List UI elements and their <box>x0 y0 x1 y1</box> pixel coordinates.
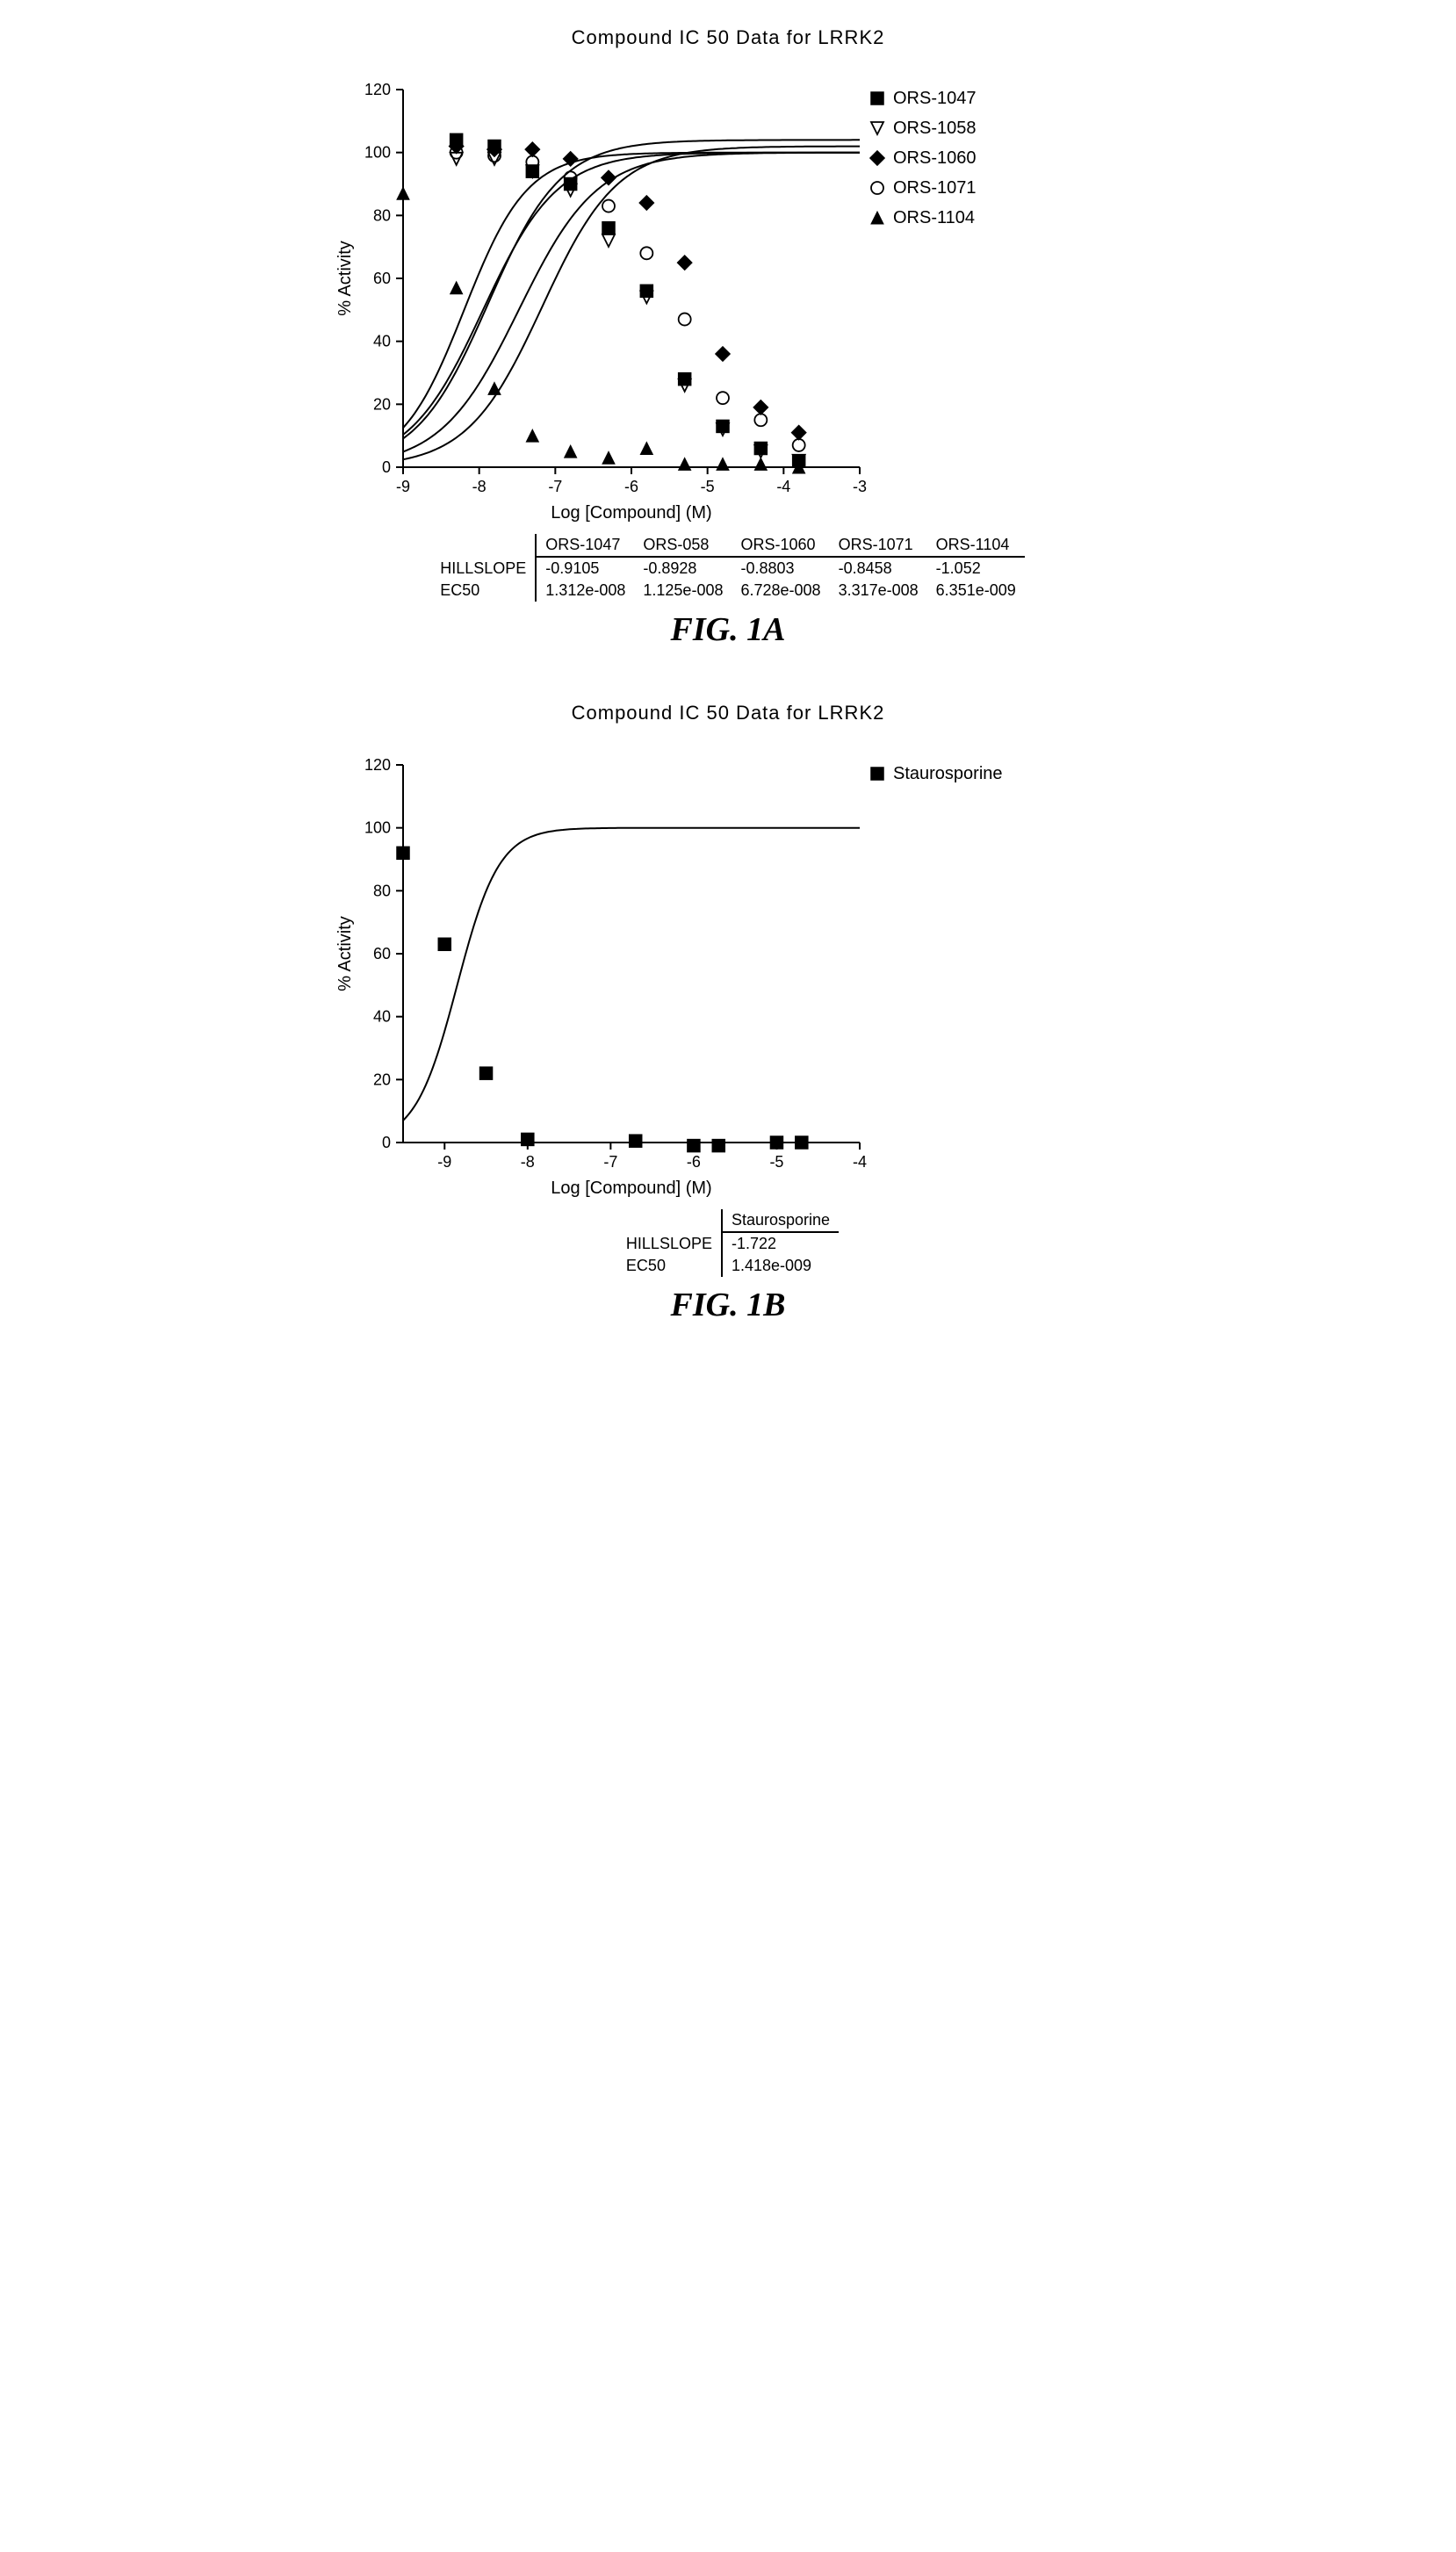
table-a: ORS-1047ORS-058ORS-1060ORS-1071ORS-1104 H… <box>431 534 1025 602</box>
table-col-header: ORS-1104 <box>927 534 1025 557</box>
svg-text:80: 80 <box>373 882 391 899</box>
svg-text:ORS-1071: ORS-1071 <box>893 178 977 198</box>
table-cell: 1.125e-008 <box>634 580 732 602</box>
svg-text:-4: -4 <box>853 1153 867 1171</box>
svg-text:-3: -3 <box>853 478 867 495</box>
table-b: StaurosporineHILLSLOPE-1.722EC501.418e-0… <box>617 1209 839 1277</box>
svg-text:40: 40 <box>373 1008 391 1026</box>
svg-text:-5: -5 <box>701 478 715 495</box>
svg-text:60: 60 <box>373 945 391 962</box>
table-col-header: ORS-1047 <box>536 534 634 557</box>
svg-text:80: 80 <box>373 206 391 224</box>
svg-text:-9: -9 <box>396 478 410 495</box>
svg-text:-8: -8 <box>472 478 487 495</box>
chart-a-title: Compound IC 50 Data for LRRK2 <box>315 26 1141 49</box>
svg-text:Log [Compound] (M): Log [Compound] (M) <box>551 1179 711 1198</box>
svg-text:-5: -5 <box>769 1153 783 1171</box>
table-col-header: ORS-1071 <box>830 534 927 557</box>
svg-text:ORS-1104: ORS-1104 <box>893 208 975 227</box>
table-row-label: EC50 <box>617 1255 722 1277</box>
table-row-label: EC50 <box>431 580 536 602</box>
table-cell: 6.351e-009 <box>927 580 1025 602</box>
svg-text:-9: -9 <box>437 1153 451 1171</box>
svg-text:100: 100 <box>364 819 391 837</box>
table-cell: 1.418e-009 <box>722 1255 839 1277</box>
svg-text:% Activity: % Activity <box>335 916 355 991</box>
svg-text:ORS-1047: ORS-1047 <box>893 89 977 108</box>
svg-text:-7: -7 <box>603 1153 617 1171</box>
svg-text:-8: -8 <box>521 1153 535 1171</box>
svg-text:120: 120 <box>364 81 391 98</box>
svg-text:0: 0 <box>382 458 391 476</box>
table-col-header: ORS-058 <box>634 534 732 557</box>
table-cell: -0.8458 <box>830 557 927 580</box>
table-cell: -1.722 <box>722 1232 839 1255</box>
table-col-header: ORS-1060 <box>732 534 829 557</box>
svg-text:Staurosporine: Staurosporine <box>893 764 1003 783</box>
svg-text:ORS-1058: ORS-1058 <box>893 119 977 138</box>
svg-text:20: 20 <box>373 1071 391 1088</box>
table-row-label: HILLSLOPE <box>431 557 536 580</box>
svg-text:Log [Compound] (M): Log [Compound] (M) <box>551 503 711 523</box>
svg-text:120: 120 <box>364 756 391 774</box>
table-cell: -1.052 <box>927 557 1025 580</box>
table-cell: -0.8928 <box>634 557 732 580</box>
figure-b-caption: FIG. 1B <box>315 1286 1141 1324</box>
figure-1a: Compound IC 50 Data for LRRK2 0 20 40 60 80 1… <box>315 26 1141 649</box>
figure-a-caption: FIG. 1A <box>315 610 1141 649</box>
table-row-label: HILLSLOPE <box>617 1232 722 1255</box>
table-cell: 6.728e-008 <box>732 580 829 602</box>
svg-text:60: 60 <box>373 270 391 287</box>
svg-text:40: 40 <box>373 333 391 350</box>
svg-text:100: 100 <box>364 144 391 162</box>
svg-text:-7: -7 <box>548 478 562 495</box>
svg-text:ORS-1060: ORS-1060 <box>893 148 977 168</box>
svg-text:% Activity: % Activity <box>335 241 355 316</box>
svg-text:-4: -4 <box>776 478 790 495</box>
svg-text:0: 0 <box>382 1134 391 1151</box>
table-cell: -0.8803 <box>732 557 829 580</box>
chart-b-canvas: 0 20 40 60 80 100 120 -9 -8 -7 -6 -5 -4 Log [Compound… <box>315 730 1141 1204</box>
table-cell: 1.312e-008 <box>536 580 634 602</box>
chart-b-title: Compound IC 50 Data for LRRK2 <box>315 702 1141 725</box>
figure-1b: Compound IC 50 Data for LRRK2 0 20 40 60 80 1… <box>315 702 1141 1324</box>
chart-a-canvas: 0 20 40 60 80 100 120 -9 -8 -7 -6 -5 -4 -3 Log [Compou… <box>315 54 1141 529</box>
svg-text:-6: -6 <box>624 478 638 495</box>
table-cell: -0.9105 <box>536 557 634 580</box>
table-col-header: Staurosporine <box>722 1209 839 1232</box>
svg-text:-6: -6 <box>687 1153 701 1171</box>
table-cell: 3.317e-008 <box>830 580 927 602</box>
svg-text:20: 20 <box>373 395 391 413</box>
